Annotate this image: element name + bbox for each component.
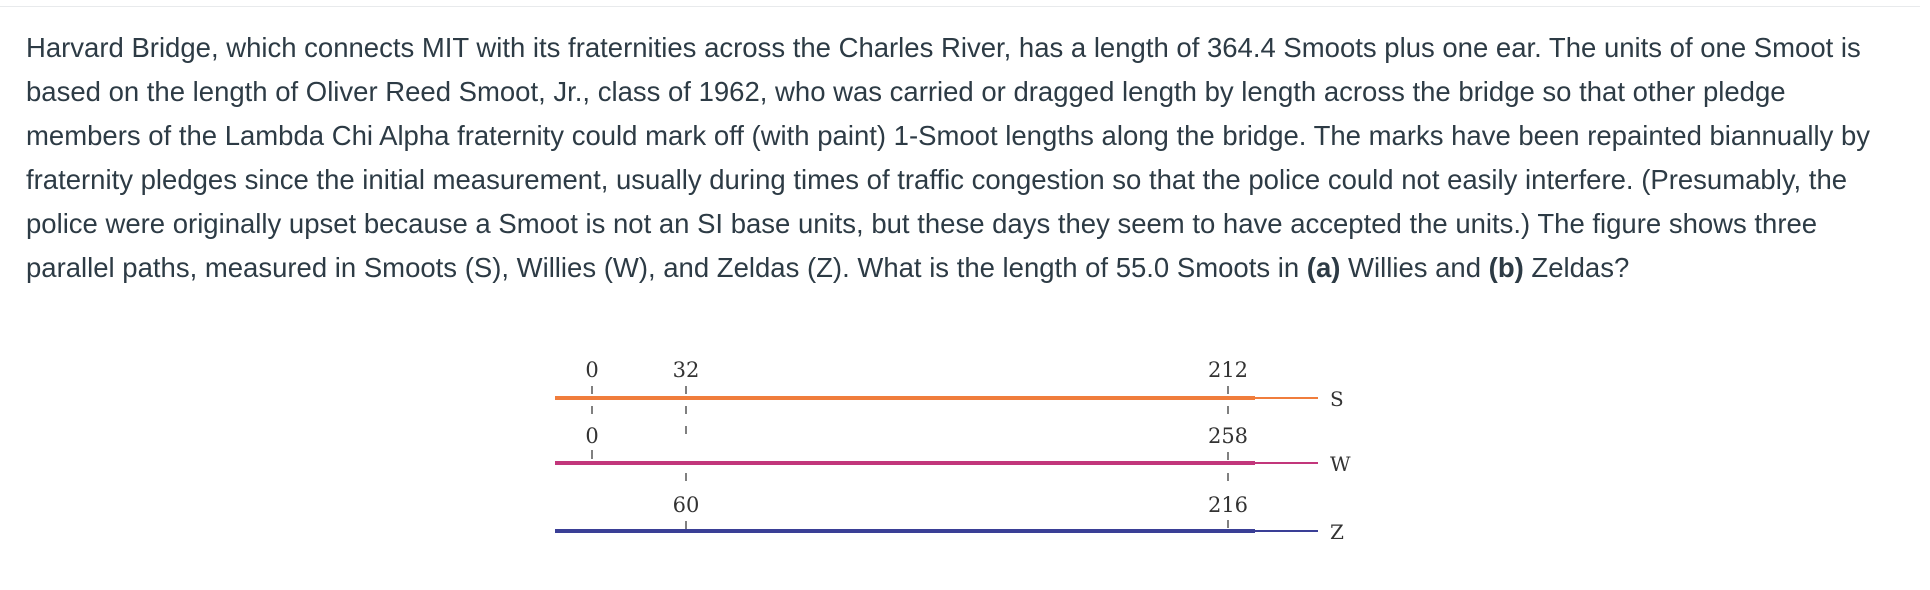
tick-label-z-60: 60	[673, 493, 700, 517]
part-b-text: Zeldas?	[1523, 252, 1630, 283]
part-a-text: Willies and	[1340, 252, 1489, 283]
top-divider	[0, 6, 1920, 7]
parallel-paths-diagram: 0 32 212 0 258 60 216 S W Z	[555, 358, 1351, 544]
path-label-z: Z	[1330, 520, 1344, 544]
question-text: Harvard Bridge, which connects MIT with …	[26, 26, 1906, 290]
tick-label-s-0: 0	[585, 358, 598, 382]
tick-label-s-32: 32	[673, 358, 700, 382]
tick-label-z-216: 216	[1208, 493, 1248, 517]
tick-label-s-212: 212	[1208, 358, 1248, 382]
part-a-label: (a)	[1306, 252, 1341, 283]
path-label-s: S	[1330, 387, 1344, 411]
tick-marks	[591, 386, 1229, 529]
path-label-w: W	[1330, 452, 1351, 476]
question-body: Harvard Bridge, which connects MIT with …	[26, 32, 1871, 283]
part-b-label: (b)	[1488, 252, 1524, 283]
tick-label-w-258: 258	[1208, 424, 1248, 448]
tick-label-w-0: 0	[585, 424, 598, 448]
smoot-figure: 0 32 212 0 258 60 216 S W Z	[540, 348, 1370, 548]
